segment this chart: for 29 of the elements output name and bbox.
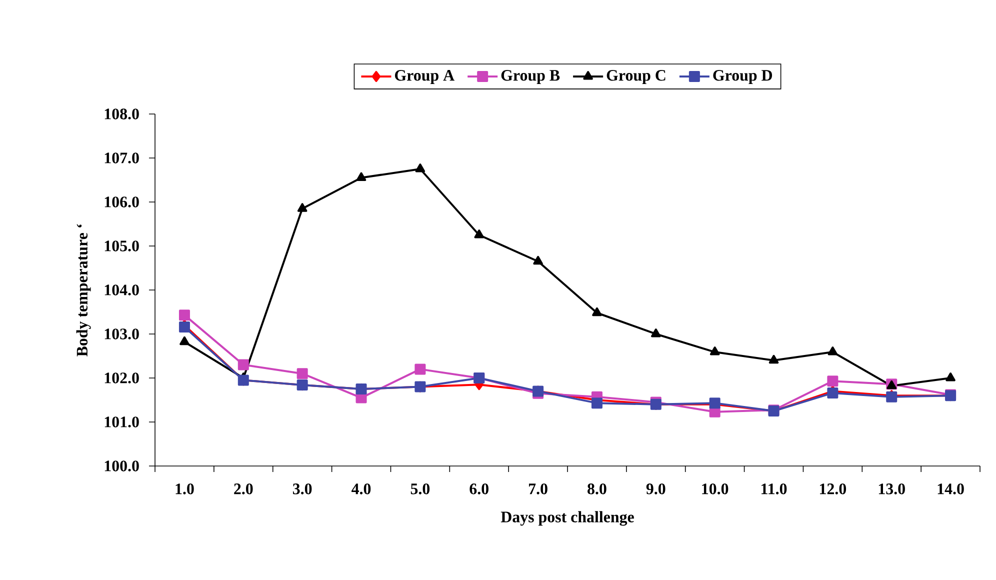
y-tick-label: 105.0 xyxy=(104,240,139,252)
y-tick-label: 100.0 xyxy=(104,460,139,472)
x-tick-label: 12.0 xyxy=(820,484,846,494)
y-tick-label: 103.0 xyxy=(104,328,139,340)
x-tick-label: 11.0 xyxy=(762,484,787,494)
y-tick-label: 106.0 xyxy=(104,196,139,208)
x-tick-label: 10.0 xyxy=(702,484,728,494)
x-axis-title: Days post challenge xyxy=(500,511,634,526)
x-tick-label: 4.0 xyxy=(352,484,371,494)
x-tick-label: 7.0 xyxy=(528,484,548,494)
x-tick-label: 9.0 xyxy=(646,484,666,494)
legend-label: Group A xyxy=(394,70,454,84)
x-tick-label: 2.0 xyxy=(234,484,253,494)
legend-label: Group B xyxy=(501,70,560,84)
x-tick-label: 6.0 xyxy=(470,484,488,494)
x-tick-label: 8.0 xyxy=(588,484,606,494)
y-tick-label: 104.0 xyxy=(104,284,139,296)
y-axis-title: Body temperature ‘ xyxy=(76,224,91,356)
legend-label: Group D xyxy=(713,70,772,84)
legend-label: Group C xyxy=(606,70,666,84)
x-tick-label: 3.0 xyxy=(292,484,312,494)
x-tick-label: 1.0 xyxy=(176,484,194,494)
x-tick-label: 13.0 xyxy=(878,484,905,494)
y-tick-label: 101.0 xyxy=(104,416,139,428)
y-tick-label: 102.0 xyxy=(104,372,139,384)
x-tick-label: 14.0 xyxy=(938,484,964,494)
y-tick-label: 107.0 xyxy=(104,152,139,164)
y-tick-label: 108.0 xyxy=(104,108,139,120)
x-tick-label: 5.0 xyxy=(410,484,430,494)
